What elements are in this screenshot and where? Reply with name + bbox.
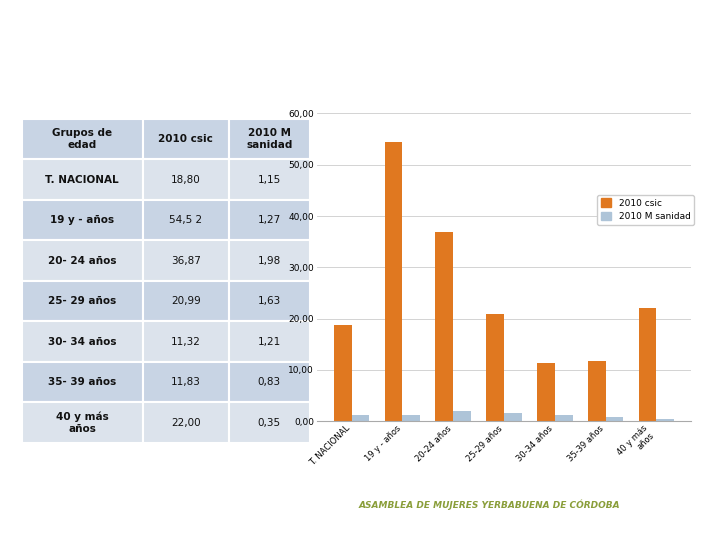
Text: 40 y más
años: 40 y más años — [55, 411, 109, 434]
Text: Grupos de
edad: Grupos de edad — [52, 128, 112, 150]
FancyBboxPatch shape — [22, 281, 143, 321]
Text: 1,98: 1,98 — [258, 255, 281, 266]
Bar — [402, 415, 420, 421]
Text: 36,87: 36,87 — [171, 255, 201, 266]
Bar — [351, 415, 369, 421]
Text: 0,83: 0,83 — [258, 377, 281, 387]
Bar — [657, 420, 674, 421]
FancyBboxPatch shape — [229, 362, 310, 402]
Text: 30- 34 años: 30- 34 años — [48, 336, 117, 347]
Text: 54,5 2: 54,5 2 — [169, 215, 202, 225]
FancyBboxPatch shape — [22, 402, 143, 443]
FancyBboxPatch shape — [229, 281, 310, 321]
FancyBboxPatch shape — [229, 119, 310, 159]
Text: 2010 csic: 2010 csic — [158, 134, 213, 144]
Text: 20- 24 años: 20- 24 años — [48, 255, 117, 266]
Bar — [486, 314, 504, 421]
FancyBboxPatch shape — [143, 200, 229, 240]
Bar — [453, 411, 471, 421]
Text: 2010 M
sanidad: 2010 M sanidad — [246, 128, 292, 150]
Text: 11,32: 11,32 — [171, 336, 201, 347]
FancyBboxPatch shape — [143, 321, 229, 362]
Bar — [504, 413, 522, 421]
Bar — [606, 417, 624, 421]
FancyBboxPatch shape — [229, 159, 310, 200]
FancyBboxPatch shape — [229, 200, 310, 240]
Text: 22,00: 22,00 — [171, 417, 201, 428]
Text: 19 y - años: 19 y - años — [50, 215, 114, 225]
FancyBboxPatch shape — [22, 159, 143, 200]
Bar — [436, 232, 453, 421]
FancyBboxPatch shape — [22, 240, 143, 281]
FancyBboxPatch shape — [22, 362, 143, 402]
FancyBboxPatch shape — [143, 159, 229, 200]
Text: 25- 29 años: 25- 29 años — [48, 296, 116, 306]
Text: 11,83: 11,83 — [171, 377, 201, 387]
Bar — [639, 308, 657, 421]
FancyBboxPatch shape — [143, 362, 229, 402]
Legend: 2010 csic, 2010 M sanidad: 2010 csic, 2010 M sanidad — [597, 195, 694, 225]
Text: CSIC  EN %: CSIC EN % — [300, 70, 420, 89]
Text: ASAMBLEA DE MUJERES YERBABUENA DE CÓRDOBA: ASAMBLEA DE MUJERES YERBABUENA DE CÓRDOB… — [359, 500, 621, 510]
Text: COMPARACIÓN TASA M. DE SANIDAD Y TASA DE WEB: COMPARACIÓN TASA M. DE SANIDAD Y TASA DE… — [71, 31, 649, 50]
Text: 1,15: 1,15 — [258, 174, 281, 185]
Bar — [588, 361, 606, 421]
FancyBboxPatch shape — [22, 321, 143, 362]
FancyBboxPatch shape — [229, 240, 310, 281]
FancyBboxPatch shape — [143, 119, 229, 159]
Text: 35- 39 años: 35- 39 años — [48, 377, 116, 387]
FancyBboxPatch shape — [229, 402, 310, 443]
Text: 1,63: 1,63 — [258, 296, 281, 306]
Text: 0,35: 0,35 — [258, 417, 281, 428]
FancyBboxPatch shape — [143, 240, 229, 281]
Bar — [334, 325, 351, 421]
FancyBboxPatch shape — [143, 402, 229, 443]
Text: 1,27: 1,27 — [258, 215, 281, 225]
Text: 20,99: 20,99 — [171, 296, 201, 306]
Text: 18,80: 18,80 — [171, 174, 201, 185]
FancyBboxPatch shape — [22, 119, 143, 159]
Bar — [555, 415, 572, 421]
Bar — [537, 363, 555, 421]
Text: T. NACIONAL: T. NACIONAL — [45, 174, 119, 185]
FancyBboxPatch shape — [22, 200, 143, 240]
Text: 1,21: 1,21 — [258, 336, 281, 347]
FancyBboxPatch shape — [229, 321, 310, 362]
Bar — [384, 141, 402, 421]
FancyBboxPatch shape — [143, 281, 229, 321]
